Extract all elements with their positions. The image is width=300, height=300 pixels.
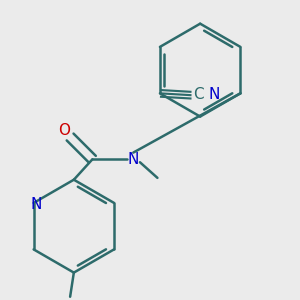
Text: C: C	[194, 87, 204, 102]
Text: O: O	[58, 123, 70, 138]
Text: N: N	[128, 152, 139, 167]
Text: N: N	[208, 87, 220, 102]
Text: N: N	[31, 197, 42, 212]
